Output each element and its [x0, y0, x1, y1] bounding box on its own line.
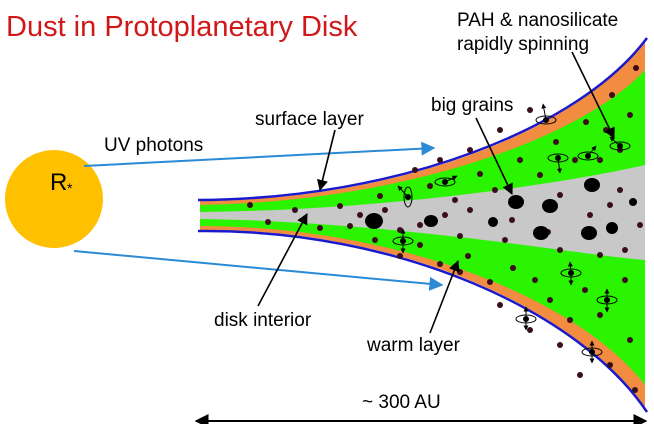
uv-ray-lower	[73, 250, 444, 291]
pah-label-line2: rapidly spinning	[457, 34, 589, 55]
big-grains	[365, 178, 637, 240]
disk-interior-region	[200, 165, 645, 260]
spinning-grain	[581, 340, 603, 364]
star-subscript: *	[67, 180, 73, 196]
uv-photons-label: UV photons	[104, 135, 203, 156]
warm-layer-leader-arrow	[429, 259, 460, 334]
diagram-title: Dust in Protoplanetary Disk	[6, 11, 358, 43]
spinning-grain	[515, 306, 537, 331]
big-grains-leader-arrow	[475, 117, 513, 196]
spinning-grain	[397, 185, 413, 208]
big-grains-label: big grains	[431, 95, 513, 116]
disk-interior-leader-arrow	[257, 213, 308, 307]
pah-label-line1: PAH & nanosilicate	[457, 10, 618, 31]
spinning-grain	[560, 261, 582, 286]
disk-interior-label: disk interior	[214, 310, 312, 331]
disk-lower-edge	[197, 229, 649, 413]
star: R *	[5, 150, 103, 248]
surface-layer-leader-arrow	[317, 129, 336, 192]
uv-rays	[73, 141, 444, 291]
spinning-grain	[577, 145, 599, 161]
spinning-grain	[547, 153, 569, 174]
uv-ray-upper	[83, 141, 436, 167]
disk-upper-edge	[197, 37, 649, 202]
spinning-grain	[596, 288, 618, 313]
scale-label: ~ 300 AU	[362, 392, 441, 413]
spinning-grain	[434, 175, 458, 187]
small-grains	[247, 65, 643, 393]
star-symbol: R	[50, 169, 67, 196]
spinning-grain	[535, 103, 557, 125]
pah-leader-arrow	[571, 51, 615, 140]
leader-arrows	[257, 51, 615, 334]
spinning-grain	[392, 228, 414, 254]
warm-layer-label: warm layer	[366, 335, 461, 356]
surface-layer-label: surface layer	[255, 109, 364, 130]
